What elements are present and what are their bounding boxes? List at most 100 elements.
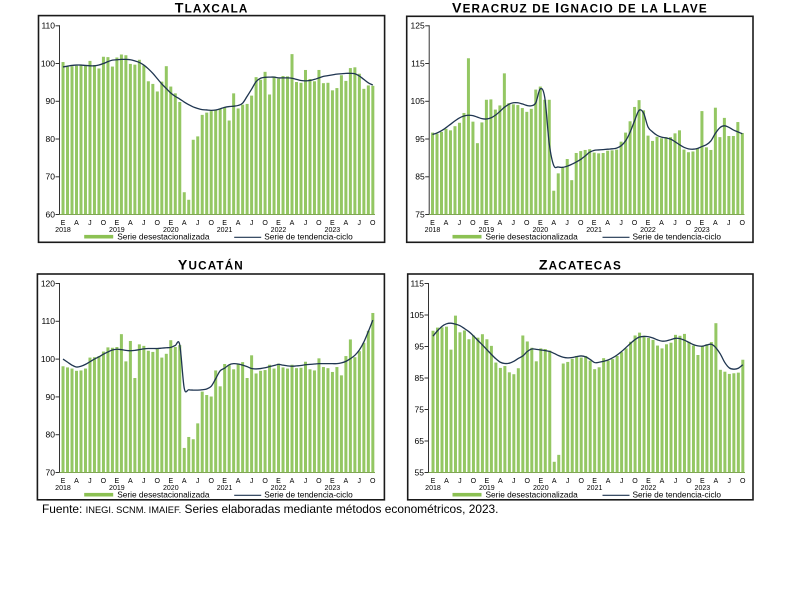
svg-text:O: O [370,478,376,485]
svg-text:125: 125 [411,21,425,31]
svg-text:E: E [485,478,490,485]
svg-text:E: E [276,220,281,227]
svg-text:O: O [525,478,531,485]
svg-text:Fuente: INEGI. SCNM. IMAIEF. S: Fuente: INEGI. SCNM. IMAIEF. Series elab… [42,502,498,516]
svg-text:A: A [182,478,187,485]
svg-text:E: E [592,478,597,485]
svg-text:J: J [458,478,462,485]
svg-text:65: 65 [415,436,425,446]
svg-text:85: 85 [415,172,425,182]
svg-text:115: 115 [410,278,424,288]
svg-text:E: E [330,478,335,485]
svg-text:90: 90 [46,96,56,106]
svg-text:A: A [74,478,79,485]
svg-text:2020: 2020 [533,485,549,492]
svg-text:120: 120 [41,278,55,288]
svg-text:TLAXCALA: TLAXCALA [175,0,249,16]
svg-text:J: J [566,478,570,485]
svg-text:J: J [619,220,623,227]
svg-text:O: O [686,478,692,485]
svg-text:A: A [659,220,664,227]
svg-text:Serie de tendencia-ciclo: Serie de tendencia-ciclo [633,232,722,242]
svg-text:55: 55 [415,467,425,477]
svg-text:Serie desestacionalizada: Serie desestacionalizada [486,490,579,500]
svg-text:75: 75 [415,209,425,219]
svg-text:J: J [304,478,308,485]
svg-text:A: A [128,220,133,227]
svg-text:ZACATECAS: ZACATECAS [539,258,622,274]
svg-text:O: O [740,220,746,227]
svg-text:E: E [115,478,120,485]
svg-text:J: J [196,478,200,485]
svg-text:O: O [686,220,692,227]
svg-text:Serie desestacionalizada: Serie desestacionalizada [117,232,210,242]
svg-text:J: J [196,220,200,227]
svg-text:A: A [660,478,665,485]
svg-text:A: A [290,220,295,227]
svg-text:E: E [646,478,651,485]
svg-text:E: E [222,478,227,485]
svg-text:80: 80 [46,430,56,440]
svg-text:2021: 2021 [217,227,233,234]
svg-text:2023: 2023 [325,227,341,234]
svg-text:O: O [316,478,322,485]
svg-text:2018: 2018 [55,485,71,492]
svg-text:E: E [700,478,705,485]
svg-text:105: 105 [410,310,424,320]
svg-text:105: 105 [411,96,425,106]
svg-text:Serie de tendencia-ciclo: Serie de tendencia-ciclo [264,490,353,500]
svg-text:O: O [101,220,107,227]
svg-text:110: 110 [41,316,55,326]
svg-text:2021: 2021 [217,485,233,492]
svg-text:J: J [512,478,516,485]
svg-text:J: J [304,220,308,227]
svg-text:A: A [498,478,503,485]
svg-text:2022: 2022 [640,227,656,234]
svg-text:E: E [330,220,335,227]
svg-text:A: A [605,220,610,227]
svg-text:O: O [471,478,477,485]
svg-text:Serie desestacionalizada: Serie desestacionalizada [486,232,579,242]
svg-text:J: J [250,478,254,485]
svg-text:J: J [88,220,92,227]
svg-text:J: J [728,478,732,485]
svg-text:E: E [646,220,651,227]
svg-text:2020: 2020 [163,485,179,492]
svg-text:2019: 2019 [109,227,125,234]
svg-text:A: A [444,478,449,485]
svg-text:2019: 2019 [109,485,125,492]
svg-text:VERACRUZ DE IGNACIO DE LA LLAV: VERACRUZ DE IGNACIO DE LA LLAVE [452,0,708,16]
svg-text:O: O [262,220,268,227]
svg-text:E: E [538,220,543,227]
svg-text:O: O [101,478,107,485]
svg-text:A: A [236,220,241,227]
svg-text:A: A [498,220,503,227]
svg-text:85: 85 [415,373,425,383]
svg-text:A: A [713,220,718,227]
svg-text:O: O [208,478,214,485]
svg-text:J: J [358,478,362,485]
svg-text:70: 70 [46,467,56,477]
svg-text:YUCATÁN: YUCATÁN [178,258,244,274]
svg-text:2023: 2023 [695,485,711,492]
svg-text:80: 80 [46,134,56,144]
svg-text:110: 110 [41,21,55,31]
svg-text:E: E [430,220,435,227]
svg-text:A: A [552,478,557,485]
svg-text:E: E [431,478,436,485]
svg-text:E: E [700,220,705,227]
svg-text:100: 100 [41,58,55,68]
svg-text:A: A [182,220,187,227]
svg-text:2020: 2020 [163,227,179,234]
svg-text:A: A [290,478,295,485]
svg-text:95: 95 [415,341,425,351]
svg-text:J: J [250,220,254,227]
svg-text:O: O [155,220,161,227]
svg-text:100: 100 [41,354,55,364]
svg-text:75: 75 [415,404,425,414]
svg-text:J: J [673,220,677,227]
svg-text:O: O [262,478,268,485]
svg-text:2019: 2019 [479,485,495,492]
svg-text:J: J [565,220,569,227]
svg-text:2023: 2023 [325,485,341,492]
